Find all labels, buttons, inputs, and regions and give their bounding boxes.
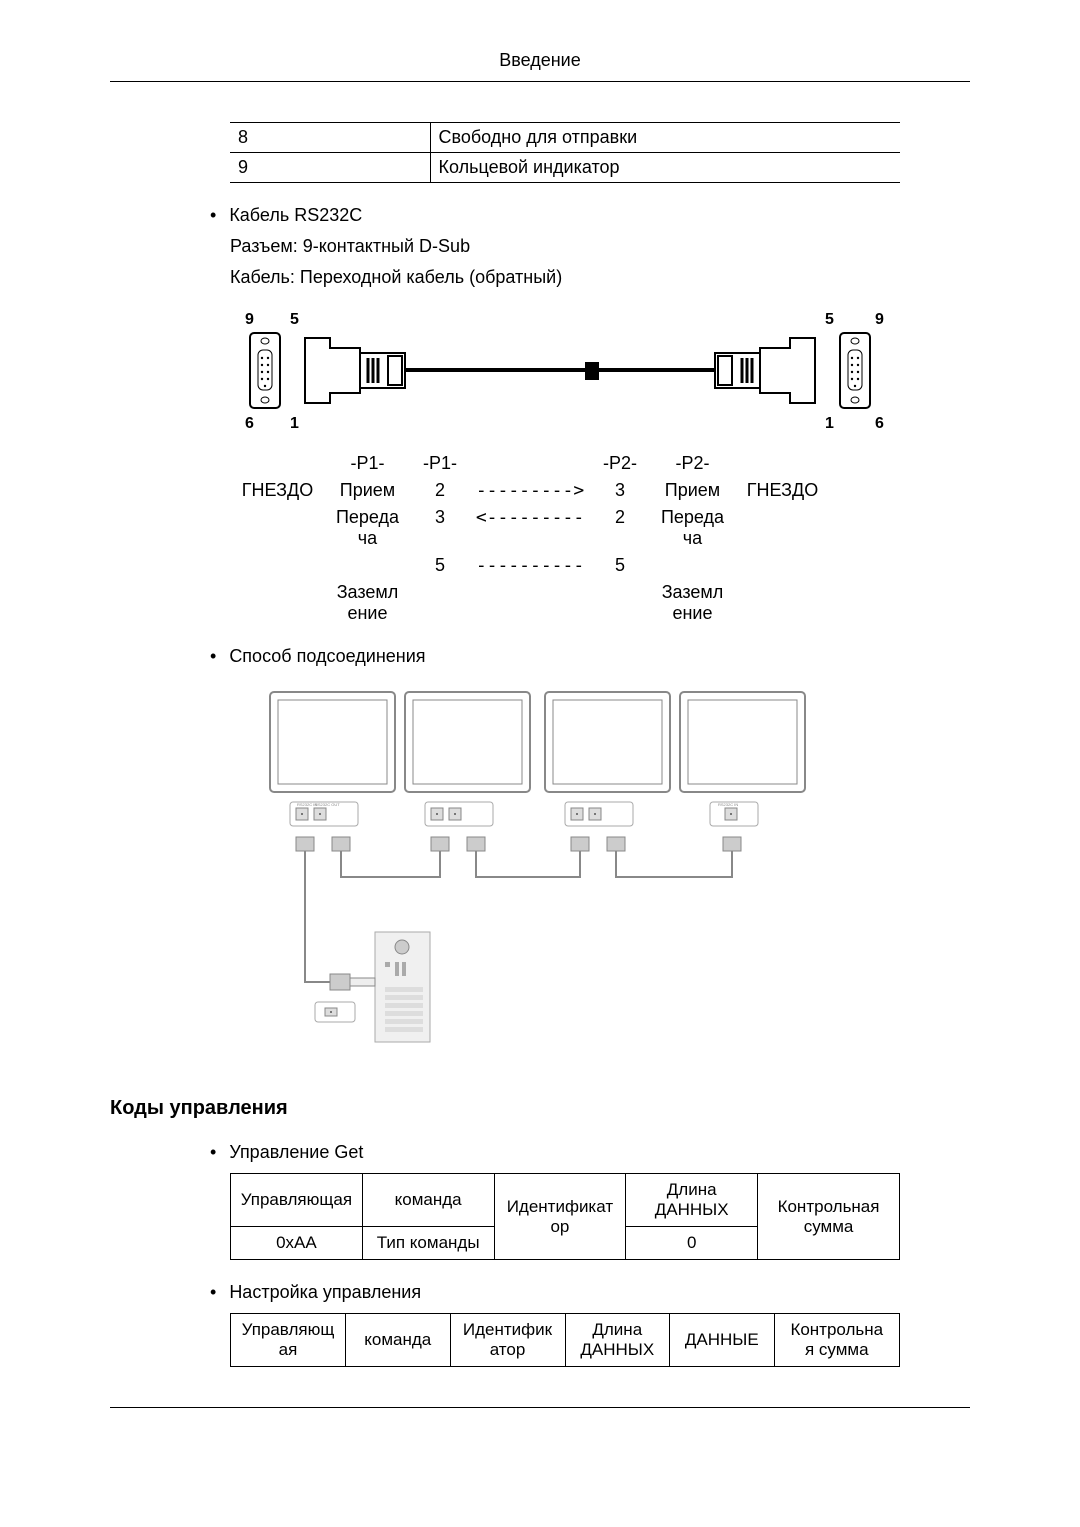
section-heading-codes: Коды управления — [110, 1097, 970, 1120]
dsub-left-icon — [250, 333, 280, 408]
cable-text: Кабель: Переходной кабель (обратный) — [230, 267, 970, 288]
port-box-icon — [425, 802, 493, 826]
plug-left-icon — [305, 338, 405, 403]
bullet-connection: Способ подсоединения — [210, 646, 970, 667]
arrow: ---------- — [470, 555, 590, 576]
p2-label: -P2- — [650, 453, 735, 474]
p1-label: -P1- — [410, 453, 470, 474]
pin-num: 3 — [590, 480, 650, 501]
signal-label: Заземление — [650, 582, 735, 624]
p2-label: -P2- — [590, 453, 650, 474]
footer-divider — [110, 1407, 970, 1408]
set-control-table: Управляющая команда Идентификатор ДлинаД… — [230, 1313, 900, 1367]
socket-label-left: ГНЕЗДО — [230, 480, 325, 501]
connector-icon — [330, 974, 375, 990]
cable-diagram: 9 5 5 9 — [230, 308, 970, 443]
monitor-icon — [680, 692, 805, 792]
monitor-icon — [270, 692, 395, 792]
pin-num: 3 — [410, 507, 470, 528]
cell: ДАННЫЕ — [670, 1314, 775, 1367]
cell: команда — [362, 1174, 494, 1227]
bullet-cable: Кабель RS232C — [210, 205, 970, 226]
cell: Идентификатор — [450, 1314, 565, 1367]
cable-path — [616, 851, 732, 877]
cell: команда — [345, 1314, 450, 1367]
pin-num: 5 — [590, 555, 650, 576]
label-1-left: 1 — [290, 415, 299, 432]
cell: ДлинаДАННЫХ — [565, 1314, 670, 1367]
desc-cell: Свободно для отправки — [430, 123, 900, 153]
pin-num: 2 — [410, 480, 470, 501]
cell: ДлинаДАННЫХ — [626, 1174, 758, 1227]
bullet-get: Управление Get — [210, 1142, 970, 1163]
cell: Контрольная сумма — [774, 1314, 899, 1367]
signal-label: Передача — [650, 507, 735, 549]
label-6-left: 6 — [245, 415, 254, 432]
table-row: Управляющая команда Идентификатор ДлинаД… — [231, 1314, 900, 1367]
cell: 0 — [626, 1227, 758, 1260]
cell: Контрольнаясумма — [758, 1174, 900, 1260]
connector-icon — [296, 837, 741, 851]
connector-text: Разъем: 9-контактный D-Sub — [230, 236, 970, 257]
page-header: Введение — [110, 50, 970, 82]
signal-label: Передача — [325, 507, 410, 549]
table-row: Управляющая команда Идентификатор ДлинаД… — [231, 1174, 900, 1227]
cable-diagram-svg: 9 5 5 9 — [230, 308, 890, 438]
port-box-icon — [315, 1002, 355, 1022]
port-box-icon: RS232C IN — [710, 802, 758, 826]
label-9-right: 9 — [875, 311, 884, 328]
arrow: <--------- — [470, 507, 590, 528]
signal-label: Прием — [650, 480, 735, 501]
bullet-set: Настройка управления — [210, 1282, 970, 1303]
socket-label-right: ГНЕЗДО — [735, 480, 830, 501]
connection-diagram-svg: RS232C IN RS232C OUT RS232C IN — [260, 682, 820, 1062]
desc-cell: Кольцевой индикатор — [430, 153, 900, 183]
table-row: 9 Кольцевой индикатор — [230, 153, 900, 183]
pin-num: 5 — [410, 555, 470, 576]
label-6-right: 6 — [875, 415, 884, 432]
get-control-table: Управляющая команда Идентификатор ДлинаД… — [230, 1173, 900, 1260]
cell: Управляющая — [231, 1314, 346, 1367]
svg-text:RS232C IN: RS232C IN — [718, 802, 738, 807]
svg-text:RS232C OUT: RS232C OUT — [315, 802, 340, 807]
cable-path — [341, 851, 440, 877]
arrow: ---------> — [470, 480, 590, 501]
p1-label: -P1- — [325, 453, 410, 474]
label-5-left: 5 — [290, 311, 299, 328]
port-box-icon — [565, 802, 633, 826]
cell: 0xAA — [231, 1227, 363, 1260]
table-row: 8 Свободно для отправки — [230, 123, 900, 153]
connection-diagram: RS232C IN RS232C OUT RS232C IN — [260, 682, 820, 1067]
label-1-right: 1 — [825, 415, 834, 432]
ferrite-icon — [585, 362, 599, 380]
port-box-icon: RS232C IN RS232C OUT — [290, 802, 358, 826]
signal-label: Прием — [325, 480, 410, 501]
cable-path — [305, 851, 330, 982]
dsub-right-icon — [840, 333, 870, 408]
cable-path — [476, 851, 580, 877]
cell: Управляющая — [231, 1174, 363, 1227]
pin-cell: 8 — [230, 123, 430, 153]
cell: Идентификатор — [494, 1174, 626, 1260]
pin-mapping: -P1- -P1- -P2- -P2- ГНЕЗДО Прием 2 -----… — [230, 453, 970, 624]
pin-cell: 9 — [230, 153, 430, 183]
signal-label: Заземление — [325, 582, 410, 624]
pc-tower-icon — [375, 932, 430, 1042]
plug-right-icon — [715, 338, 815, 403]
pin-num: 2 — [590, 507, 650, 528]
label-5-right: 5 — [825, 311, 834, 328]
monitor-icon — [405, 692, 530, 792]
cell: Тип команды — [362, 1227, 494, 1260]
pin-assignment-table: 8 Свободно для отправки 9 Кольцевой инди… — [230, 122, 900, 183]
monitor-icon — [545, 692, 670, 792]
label-9-left: 9 — [245, 311, 254, 328]
